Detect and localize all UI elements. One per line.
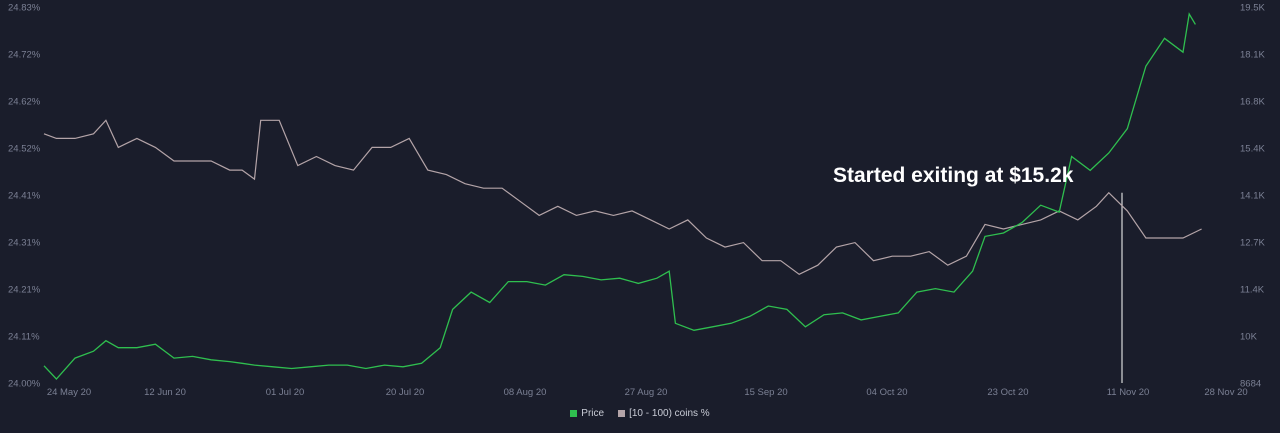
right-tick-label: 10K: [1240, 332, 1258, 343]
right-tick-label: 19.5K: [1240, 3, 1265, 14]
left-tick-label: 24.52%: [8, 144, 41, 155]
coins-swatch-icon: [618, 410, 626, 417]
x-tick-label: 12 Jun 20: [144, 387, 186, 398]
legend-price-label: Price: [581, 408, 605, 419]
x-axis-ticks: 24 May 20 12 Jun 20 01 Jul 20 20 Jul 20 08 A…: [47, 387, 1248, 398]
left-tick-label: 24.11%: [8, 332, 40, 343]
legend-coins-label: [10 - 100) coins %: [629, 408, 710, 419]
x-tick-label: 27 Aug 20: [625, 387, 668, 398]
x-tick-label: 11 Nov 20: [1107, 387, 1150, 398]
right-tick-label: 8684: [1240, 379, 1261, 390]
left-tick-label: 24.62%: [8, 97, 41, 108]
left-tick-label: 24.83%: [8, 3, 41, 14]
legend-item-price[interactable]: Price: [570, 408, 604, 419]
coins-series-line: [43, 119, 1202, 275]
left-tick-label: 24.41%: [8, 191, 41, 202]
right-tick-label: 18.1K: [1240, 50, 1265, 61]
left-tick-label: 24.31%: [8, 238, 41, 249]
chart-legend: Price [10 - 100) coins %: [0, 408, 1280, 419]
legend-item-coins[interactable]: [10 - 100) coins %: [618, 408, 710, 419]
left-tick-label: 24.00%: [8, 379, 41, 390]
left-tick-label: 24.21%: [8, 285, 41, 296]
x-tick-label: 24 May 20: [47, 387, 91, 398]
price-series-line: [43, 12, 1196, 380]
right-tick-label: 11.4K: [1240, 285, 1265, 296]
x-tick-label: 15 Sep 20: [744, 387, 787, 398]
x-tick-label: 04 Oct 20: [866, 387, 907, 398]
right-tick-label: 14.1K: [1240, 191, 1265, 202]
price-swatch-icon: [570, 410, 578, 417]
right-tick-label: 15.4K: [1240, 144, 1265, 155]
right-tick-label: 16.8K: [1240, 97, 1265, 108]
chart-annotation: Started exiting at $15.2k: [833, 164, 1074, 187]
left-axis-ticks: 24.00% 24.11% 24.21% 24.31% 24.41% 24.52% 24.6…: [8, 3, 41, 390]
x-tick-label: 28 Nov 20: [1204, 387, 1247, 398]
x-tick-label: 23 Oct 20: [987, 387, 1028, 398]
left-tick-label: 24.72%: [8, 50, 41, 61]
x-tick-label: 01 Jul 20: [266, 387, 305, 398]
x-tick-label: 08 Aug 20: [504, 387, 547, 398]
right-tick-label: 12.7K: [1240, 238, 1265, 249]
x-tick-label: 20 Jul 20: [386, 387, 425, 398]
right-axis-ticks: 8684 10K 11.4K 12.7K 14.1K 15.4K 16.8K 18.1K 19.…: [1240, 3, 1265, 390]
